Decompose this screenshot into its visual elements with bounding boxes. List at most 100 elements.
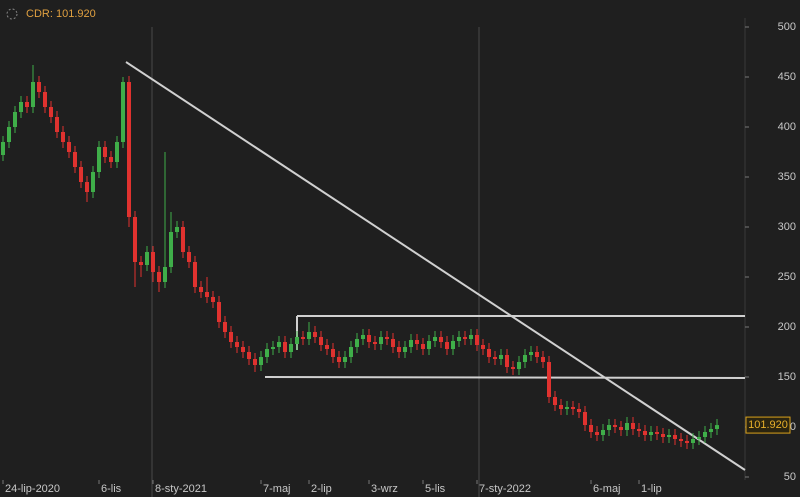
candle-body bbox=[319, 337, 323, 345]
x-tick-label: 3-wrz bbox=[371, 483, 398, 495]
candle-body bbox=[313, 332, 317, 337]
candle-body bbox=[397, 347, 401, 352]
candle-body bbox=[163, 267, 167, 282]
candle-body bbox=[541, 357, 545, 362]
candle-body bbox=[391, 339, 395, 347]
candle-body bbox=[271, 347, 275, 349]
y-tick-label: 500 bbox=[778, 21, 796, 33]
candle-body bbox=[121, 82, 125, 142]
candle-body bbox=[43, 92, 47, 107]
candle-body bbox=[331, 349, 335, 357]
candle-body bbox=[277, 342, 281, 347]
x-tick-label: 6-lis bbox=[101, 483, 122, 495]
candle-body bbox=[451, 341, 455, 349]
candle-body bbox=[31, 82, 35, 107]
candle-body bbox=[709, 429, 713, 432]
x-tick-label: 24-lip-2020 bbox=[5, 483, 60, 495]
candle-body bbox=[229, 332, 233, 342]
candle-body bbox=[547, 362, 551, 397]
candle-body bbox=[469, 335, 473, 339]
candle-body bbox=[583, 412, 587, 425]
candle-body bbox=[655, 432, 659, 434]
candle-body bbox=[559, 405, 563, 409]
y-tick-label: 450 bbox=[778, 71, 796, 83]
trendlines bbox=[125, 61, 746, 471]
candle-body bbox=[475, 335, 479, 345]
candle-body bbox=[67, 142, 71, 152]
candle-body bbox=[505, 355, 509, 367]
candle-body bbox=[349, 347, 353, 357]
candle-body bbox=[385, 337, 389, 339]
candle-body bbox=[415, 340, 419, 344]
last-price-box bbox=[745, 416, 791, 434]
candle-body bbox=[373, 342, 377, 344]
x-tick-label: 8-sty-2021 bbox=[155, 483, 207, 495]
candle-body bbox=[205, 292, 209, 297]
candle-body bbox=[361, 335, 365, 339]
candle-body bbox=[379, 337, 383, 344]
candle-body bbox=[265, 349, 269, 357]
candle-body bbox=[409, 340, 413, 347]
candle-body bbox=[685, 441, 689, 443]
candle-body bbox=[79, 167, 83, 182]
candle-body bbox=[199, 287, 203, 292]
candle-body bbox=[487, 349, 491, 357]
candle-body bbox=[97, 147, 101, 172]
candle-body bbox=[211, 297, 215, 302]
candle-body bbox=[175, 227, 179, 232]
candle-body bbox=[613, 425, 617, 427]
candle-body bbox=[673, 435, 677, 439]
x-tick-label: 7-maj bbox=[263, 483, 291, 495]
candle-body bbox=[367, 335, 371, 342]
candle-body bbox=[535, 352, 539, 357]
candle-body bbox=[595, 432, 599, 435]
candle-body bbox=[235, 342, 239, 347]
candle-body bbox=[181, 227, 185, 252]
menu-icon[interactable] bbox=[6, 8, 18, 20]
candle-body bbox=[667, 435, 671, 437]
candle-body bbox=[145, 252, 149, 265]
candle-body bbox=[169, 232, 173, 267]
x-tick-label: 2-lip bbox=[311, 483, 332, 495]
candle-body bbox=[649, 432, 653, 435]
candle-body bbox=[589, 425, 593, 432]
candle-body bbox=[523, 355, 527, 362]
candle-body bbox=[463, 337, 467, 339]
candle-body bbox=[439, 337, 443, 342]
candle-body bbox=[223, 322, 227, 332]
candle-body bbox=[493, 357, 497, 359]
candle-body bbox=[115, 142, 119, 162]
candle-body bbox=[499, 355, 503, 359]
candle-body bbox=[283, 342, 287, 352]
candle-body bbox=[13, 112, 17, 127]
candle-body bbox=[1, 142, 5, 155]
candle-body bbox=[247, 352, 251, 359]
candle-body bbox=[217, 302, 221, 322]
candle-body bbox=[85, 182, 89, 192]
candle-body bbox=[295, 337, 299, 344]
candle-body bbox=[619, 427, 623, 430]
candle-body bbox=[481, 345, 485, 349]
y-tick-label: 400 bbox=[778, 121, 796, 133]
candle-body bbox=[553, 397, 557, 405]
candle-body bbox=[49, 107, 53, 117]
candle-body bbox=[679, 439, 683, 441]
x-tick-label: 7-sty-2022 bbox=[479, 483, 531, 495]
candle-body bbox=[577, 409, 581, 412]
x-tick-label: 6-maj bbox=[593, 483, 621, 495]
candle-body bbox=[103, 147, 107, 157]
candle-body bbox=[301, 337, 305, 339]
candle-body bbox=[625, 423, 629, 430]
candle-body bbox=[259, 357, 263, 365]
candle-body bbox=[61, 132, 65, 142]
y-tick-label: 350 bbox=[778, 171, 796, 183]
header: CDR: 101.920 bbox=[6, 8, 96, 20]
y-tick-label: 150 bbox=[778, 371, 796, 383]
candle-body bbox=[661, 434, 665, 437]
candle-body bbox=[715, 425, 719, 429]
y-tick-label: 250 bbox=[778, 271, 796, 283]
candle-body bbox=[289, 344, 293, 352]
candle-body bbox=[193, 262, 197, 287]
candle-body bbox=[637, 429, 641, 431]
